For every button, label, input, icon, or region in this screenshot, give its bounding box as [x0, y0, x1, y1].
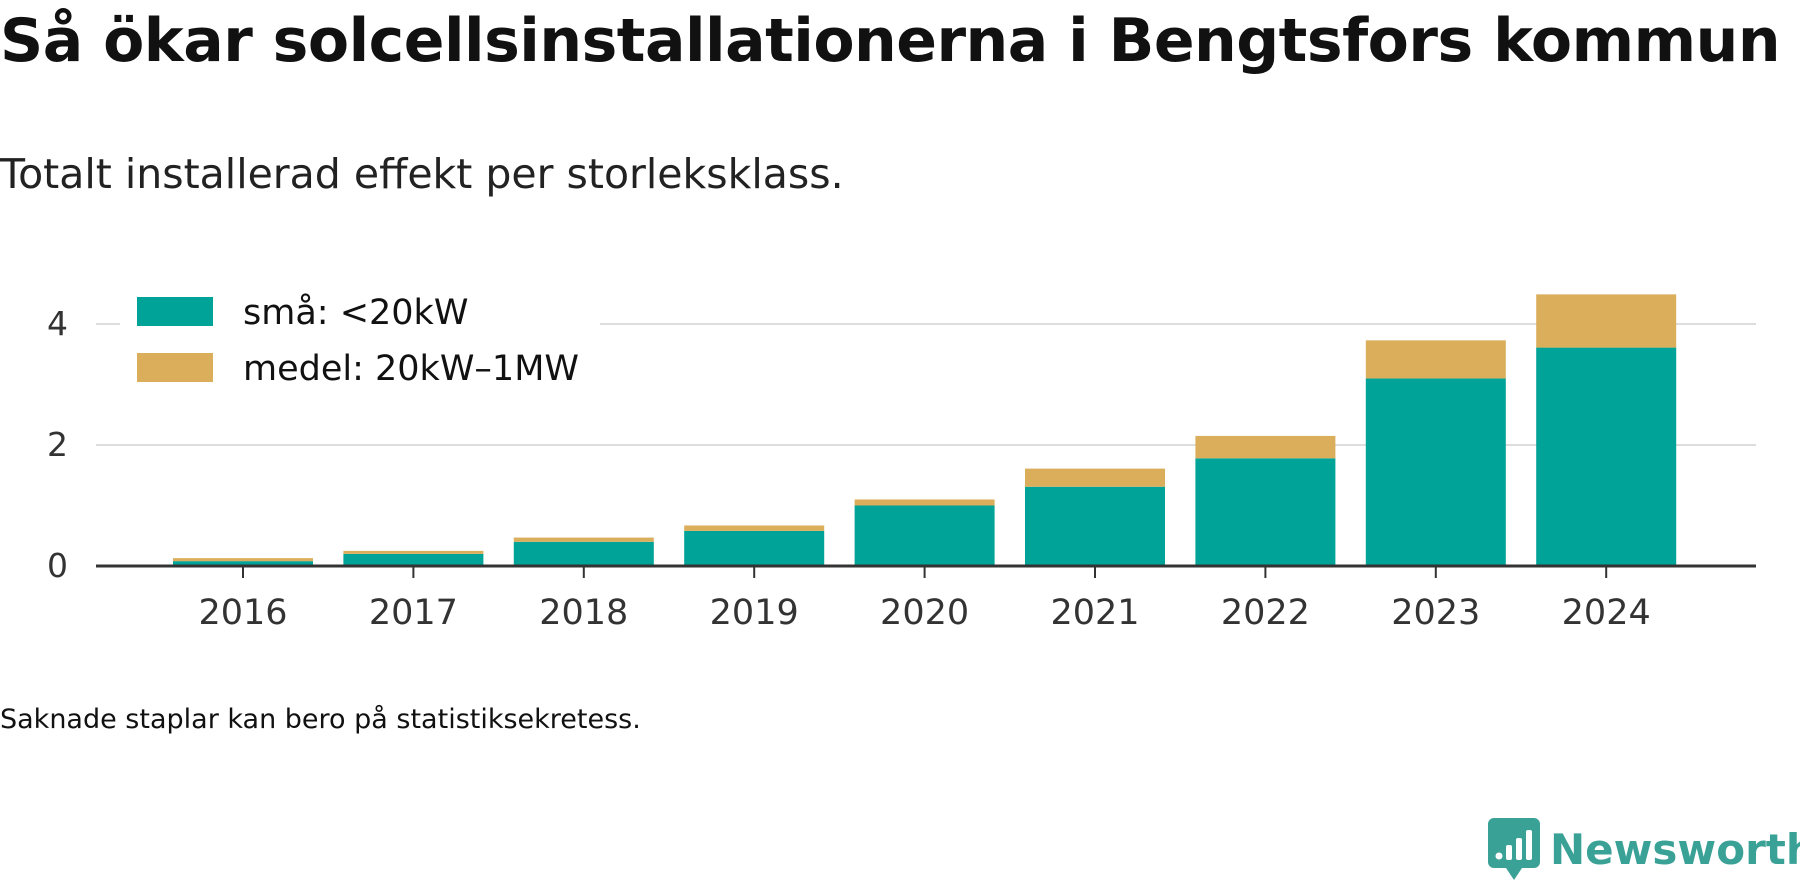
x-tick-label: 2022 — [1221, 593, 1310, 633]
bar-segment-medel-2020 — [854, 499, 995, 506]
legend-swatch — [137, 353, 213, 382]
bar-segment-sma-2018 — [513, 541, 654, 566]
bar-segment-medel-2021 — [1025, 468, 1165, 487]
chart-title: Så ökar solcellsinstallationerna i Bengt… — [0, 6, 1781, 76]
y-tick-label: 0 — [47, 546, 68, 585]
bar-segment-medel-2019 — [684, 525, 825, 531]
x-tick-label: 2024 — [1562, 593, 1651, 633]
bar-segment-medel-2022 — [1195, 435, 1336, 459]
legend: små: <20kW medel: 20kW–1MW — [120, 292, 600, 404]
legend-swatch — [137, 297, 213, 326]
x-tick-label: 2020 — [880, 593, 969, 633]
bar-segment-sma-2022 — [1195, 458, 1336, 566]
x-tick-label: 2019 — [710, 593, 799, 633]
x-tick-label: 2016 — [198, 593, 287, 633]
x-tick-label: 2018 — [539, 593, 628, 633]
bar-segment-medel-2018 — [513, 537, 654, 542]
legend-label: små: <20kW — [243, 292, 468, 333]
y-tick-label: 4 — [47, 304, 68, 343]
bar-segment-medel-2016 — [173, 558, 313, 562]
bar-segment-sma-2024 — [1536, 347, 1677, 566]
bars — [173, 294, 1677, 566]
legend-label: medel: 20kW–1MW — [243, 349, 579, 389]
x-tick-label: 2017 — [369, 593, 458, 633]
y-tick-label: 2 — [47, 425, 68, 464]
axes: 0 2 4 2016 2017 2018 2019 2020 2021 2022 2023 2024 — [47, 304, 1756, 633]
bar-segment-sma-2021 — [1025, 486, 1165, 566]
bar-segment-medel-2023 — [1365, 340, 1506, 379]
footnote: Saknade staplar kan bero på statistiksek… — [0, 704, 641, 735]
brand-logo: Newsworthy — [1488, 818, 1800, 880]
x-tick-label: 2023 — [1391, 593, 1480, 633]
newsworthy-logo-icon — [1488, 818, 1540, 880]
bar-segment-sma-2020 — [854, 505, 995, 566]
bar-segment-sma-2016 — [173, 561, 313, 566]
bar-segment-sma-2017 — [343, 553, 484, 566]
x-tick-label: 2021 — [1050, 593, 1139, 633]
chart-subtitle: Totalt installerad effekt per storlekskl… — [0, 150, 844, 198]
brand-name: Newsworthy — [1550, 824, 1800, 874]
bar-segment-sma-2023 — [1365, 378, 1506, 566]
bar-segment-medel-2024 — [1536, 294, 1677, 348]
bar-segment-medel-2017 — [343, 550, 484, 554]
bar-segment-sma-2019 — [684, 530, 825, 566]
